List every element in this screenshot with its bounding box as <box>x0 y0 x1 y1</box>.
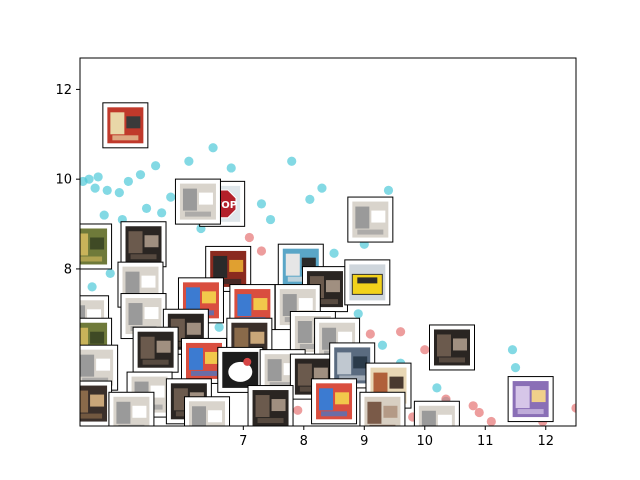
thumbnail-image <box>132 326 179 373</box>
scatter-point-series-2 <box>474 407 484 418</box>
scatter-point-series-2 <box>468 401 478 411</box>
scatter-point-series-1 <box>90 183 100 193</box>
thumbnail-image <box>344 259 391 306</box>
thumbnail-image <box>120 221 167 268</box>
scatter-point-series-1 <box>157 208 167 218</box>
scatter-point-series-1 <box>208 143 218 153</box>
scatter-point-series-1 <box>329 248 339 258</box>
y-tick-label: 10 <box>55 173 72 188</box>
scatter-point-series-1 <box>287 156 297 166</box>
thumbnail-image <box>217 346 264 393</box>
scatter-point-series-2 <box>571 403 576 413</box>
y-tick-label: 8 <box>64 262 72 277</box>
scatter-point-series-2 <box>486 416 496 426</box>
x-tick-label: 12 <box>537 434 554 449</box>
thumbnail-image <box>507 376 554 423</box>
scatter-point-series-1 <box>84 174 94 184</box>
scatter-point-series-1 <box>166 192 176 202</box>
scatter-point-series-1 <box>510 363 521 373</box>
scatter-point-series-1 <box>507 345 518 355</box>
y-tick-label: 12 <box>55 83 72 98</box>
thumbnail-image <box>80 223 113 270</box>
scatter-point-series-1 <box>123 176 133 187</box>
scatter-point-series-1 <box>353 309 363 319</box>
thumbnail-image <box>429 324 475 371</box>
scatter-point-series-1 <box>377 340 388 350</box>
scatter-point-series-1 <box>99 210 109 220</box>
scatter-point-series-1 <box>114 188 124 198</box>
thumbnail-image <box>102 102 149 149</box>
scatter-point-series-1 <box>214 322 224 332</box>
scatter-point-series-1 <box>226 163 236 173</box>
x-tick-label: 7 <box>239 434 247 449</box>
scatter-point-series-1 <box>87 282 97 292</box>
thumbnail-image <box>247 385 294 426</box>
x-tick-label: 10 <box>417 434 434 449</box>
plot-frame <box>79 57 577 427</box>
scatter-point-series-1 <box>305 194 315 204</box>
thumbnail-image <box>108 391 155 426</box>
thumbnails-layer: STOP <box>80 102 554 426</box>
scatter-point-series-1 <box>151 161 161 171</box>
scatter-point-series-2 <box>395 327 406 337</box>
scatter-point-series-1 <box>135 170 146 180</box>
thumbnail-image <box>347 196 394 243</box>
x-tick-label: 9 <box>360 434 368 449</box>
scatter-point-series-1 <box>383 185 394 195</box>
y-axis: 8 10 12 <box>55 83 80 277</box>
thumbnail-image <box>174 178 221 225</box>
scatter-point-series-2 <box>256 246 267 256</box>
scatter-point-series-2 <box>365 329 375 339</box>
scatter-point-series-1 <box>105 268 115 279</box>
scatter-point-series-1 <box>432 383 442 393</box>
x-axis: 7 8 9 10 11 12 <box>239 426 554 449</box>
scatter-point-series-1 <box>102 185 112 195</box>
scatter-point-series-1 <box>184 156 194 166</box>
x-tick-label: 11 <box>477 434 494 449</box>
scatter-point-series-1 <box>317 183 327 193</box>
scatter-point-series-2 <box>244 232 254 243</box>
thumbnail-image <box>80 380 113 426</box>
scatter-point-series-1 <box>141 203 152 213</box>
thumbnail-image <box>359 391 406 426</box>
scatter-point-series-2 <box>420 345 430 355</box>
scatter-point-series-1 <box>93 172 103 182</box>
thumbnail-image <box>413 400 460 426</box>
scatter-point-series-1 <box>256 199 267 209</box>
thumbnail-image <box>184 396 231 426</box>
x-tick-label: 8 <box>300 434 308 449</box>
scatter-point-series-2 <box>293 405 303 415</box>
scatter-point-series-1 <box>265 214 276 225</box>
thumbnail-image <box>311 378 358 425</box>
svg-text:STOP: STOP <box>207 200 237 211</box>
